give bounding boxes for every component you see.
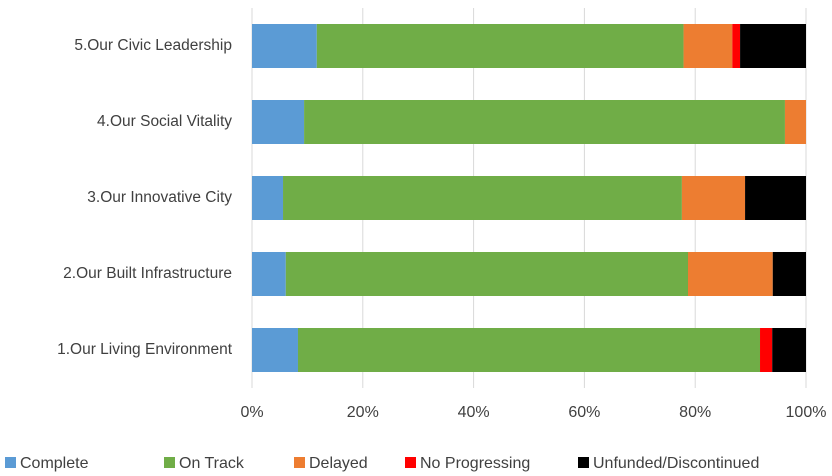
bar-segment [297,328,761,372]
bar-segment [252,328,298,372]
bar-segment [784,100,806,144]
bar-segment [252,176,284,220]
bar-segment [252,252,286,296]
bar-segment [304,100,785,144]
legend-label: Complete [20,455,89,472]
y-tick-label: 4.Our Social Vitality [97,113,232,130]
legend-label: Unfunded/Discontinued [593,455,759,472]
y-tick-label: 1.Our Living Environment [57,341,233,358]
legend-swatch [405,457,416,468]
x-tick-label: 20% [347,404,379,421]
bar-segment [745,176,806,220]
y-tick-label: 2.Our Built Infrastructure [63,265,232,282]
bar-segment [740,24,806,68]
x-tick-label: 60% [568,404,600,421]
legend-label: No Progressing [420,455,530,472]
bar-segment [683,24,733,68]
x-tick-label: 40% [458,404,490,421]
legend-swatch [5,457,16,468]
x-tick-label: 80% [679,404,711,421]
bar-segment [252,24,317,68]
legend-swatch [164,457,175,468]
legend-swatch [578,457,589,468]
bar-segment [772,252,806,296]
legend-swatch [294,457,305,468]
bar-segment [283,176,682,220]
bar-segment [687,252,773,296]
bar-segment [732,24,741,68]
legend-label: On Track [179,455,245,472]
y-tick-label: 3.Our Innovative City [87,189,232,206]
x-tick-label: 0% [240,404,263,421]
bar-segment [772,328,806,372]
bar-segment [681,176,746,220]
x-tick-label: 100% [786,404,827,421]
bar-segment [316,24,684,68]
bar-segment [252,100,305,144]
y-tick-label: 5.Our Civic Leadership [74,37,232,54]
bar-segment [285,252,688,296]
bar-segment [760,328,773,372]
legend-label: Delayed [309,455,368,472]
